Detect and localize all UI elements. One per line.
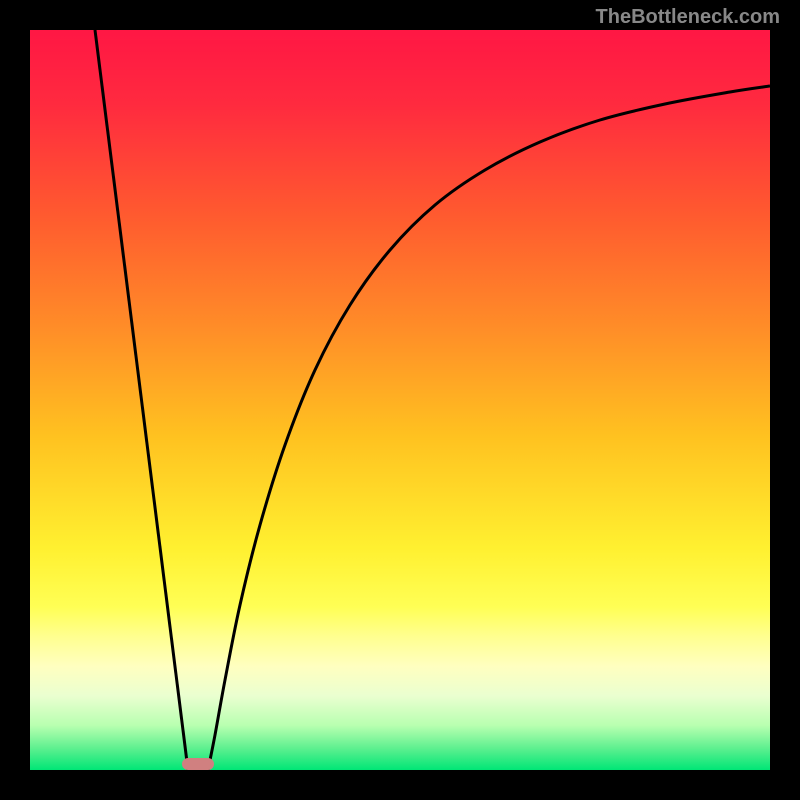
bottleneck-curve bbox=[30, 30, 770, 770]
plot-area bbox=[30, 30, 770, 770]
min-marker bbox=[182, 758, 214, 770]
watermark-text: TheBottleneck.com bbox=[596, 6, 780, 29]
chart-container: TheBottleneck.com bbox=[0, 0, 800, 800]
